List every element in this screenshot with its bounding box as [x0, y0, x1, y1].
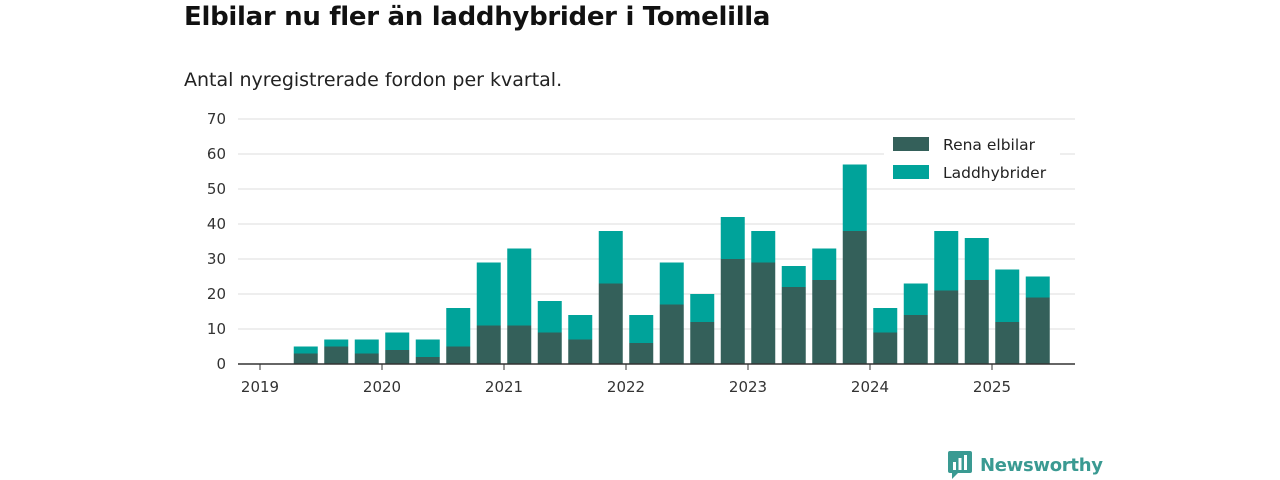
bar-rena-elbilar: [324, 346, 349, 364]
x-tick-label: 2020: [363, 378, 401, 396]
chart-subtitle: Antal nyregistrerade fordon per kvartal.: [184, 69, 563, 91]
legend-label: Rena elbilar: [943, 136, 1036, 154]
logo-text: Newsworthy: [980, 454, 1103, 476]
bar-laddhybrider: [415, 339, 440, 357]
bar-rena-elbilar: [781, 287, 806, 364]
bar-rena-elbilar: [629, 343, 654, 364]
bar-rena-elbilar: [873, 332, 898, 364]
x-tick-label: 2021: [485, 378, 523, 396]
bar-rena-elbilar: [568, 339, 593, 364]
bar-laddhybrider: [873, 308, 898, 333]
newsworthy-chart-icon: [948, 451, 972, 479]
stacked-bar-chart: 0 10 20 30 40 50 60 70 2019 2020 2021 2022 2023 2024 2…: [207, 110, 1075, 396]
bar-rena-elbilar: [720, 259, 745, 364]
bar-rena-elbilar: [659, 304, 684, 364]
bar-rena-elbilar: [385, 350, 410, 364]
legend-swatch: [893, 137, 929, 151]
y-tick-label: 10: [207, 320, 226, 338]
bar-laddhybrider: [751, 231, 776, 263]
bar-laddhybrider: [1025, 276, 1050, 298]
bar-rena-elbilar: [903, 315, 928, 364]
x-tick-label: 2022: [607, 378, 645, 396]
x-tick-label: 2019: [241, 378, 279, 396]
bar-laddhybrider: [293, 346, 318, 354]
y-tick-label: 0: [216, 355, 226, 373]
bar-laddhybrider: [903, 283, 928, 315]
bar-laddhybrider: [720, 217, 745, 259]
legend-swatch: [893, 165, 929, 179]
y-tick-label: 60: [207, 145, 226, 163]
y-tick-label: 40: [207, 215, 226, 233]
bar-rena-elbilar: [934, 290, 959, 364]
bar-rena-elbilar: [293, 353, 318, 364]
bar-laddhybrider: [385, 332, 410, 350]
bar-rena-elbilar: [690, 322, 715, 364]
y-tick-label: 70: [207, 110, 226, 128]
bar-rena-elbilar: [507, 325, 532, 364]
bar-laddhybrider: [354, 339, 379, 354]
bar-laddhybrider: [995, 269, 1020, 322]
x-tick-label: 2024: [851, 378, 889, 396]
bar-rena-elbilar: [476, 325, 501, 364]
bar-laddhybrider: [324, 339, 349, 347]
chart-title: Elbilar nu fler än laddhybrider i Tomeli…: [184, 2, 771, 32]
bar-laddhybrider: [537, 301, 562, 333]
bar-rena-elbilar: [842, 231, 867, 364]
newsworthy-logo: Newsworthy: [948, 451, 1103, 479]
bar-laddhybrider: [629, 315, 654, 343]
x-tick-label: 2025: [973, 378, 1011, 396]
y-tick-label: 50: [207, 180, 226, 198]
bar-laddhybrider: [812, 248, 837, 280]
bar-rena-elbilar: [415, 357, 440, 364]
bar-rena-elbilar: [1025, 297, 1050, 364]
bar-laddhybrider: [568, 315, 593, 340]
bar-laddhybrider: [690, 294, 715, 322]
bar-rena-elbilar: [598, 283, 623, 364]
bar-laddhybrider: [781, 266, 806, 287]
bar-rena-elbilar: [995, 322, 1020, 364]
bar-rena-elbilar: [964, 280, 989, 364]
x-tick-label: 2023: [729, 378, 767, 396]
bar-rena-elbilar: [446, 346, 471, 364]
bar-laddhybrider: [934, 231, 959, 291]
y-tick-label: 20: [207, 285, 226, 303]
bar-rena-elbilar: [537, 332, 562, 364]
bar-laddhybrider: [446, 308, 471, 347]
legend-label: Laddhybrider: [943, 164, 1047, 182]
bar-laddhybrider: [507, 248, 532, 326]
bar-laddhybrider: [659, 262, 684, 305]
bar-rena-elbilar: [751, 262, 776, 364]
bar-rena-elbilar: [812, 280, 837, 364]
bar-laddhybrider: [476, 262, 501, 326]
bar-laddhybrider: [964, 238, 989, 280]
bar-laddhybrider: [842, 164, 867, 231]
bar-rena-elbilar: [354, 353, 379, 364]
bar-laddhybrider: [598, 231, 623, 284]
y-tick-label: 30: [207, 250, 226, 268]
